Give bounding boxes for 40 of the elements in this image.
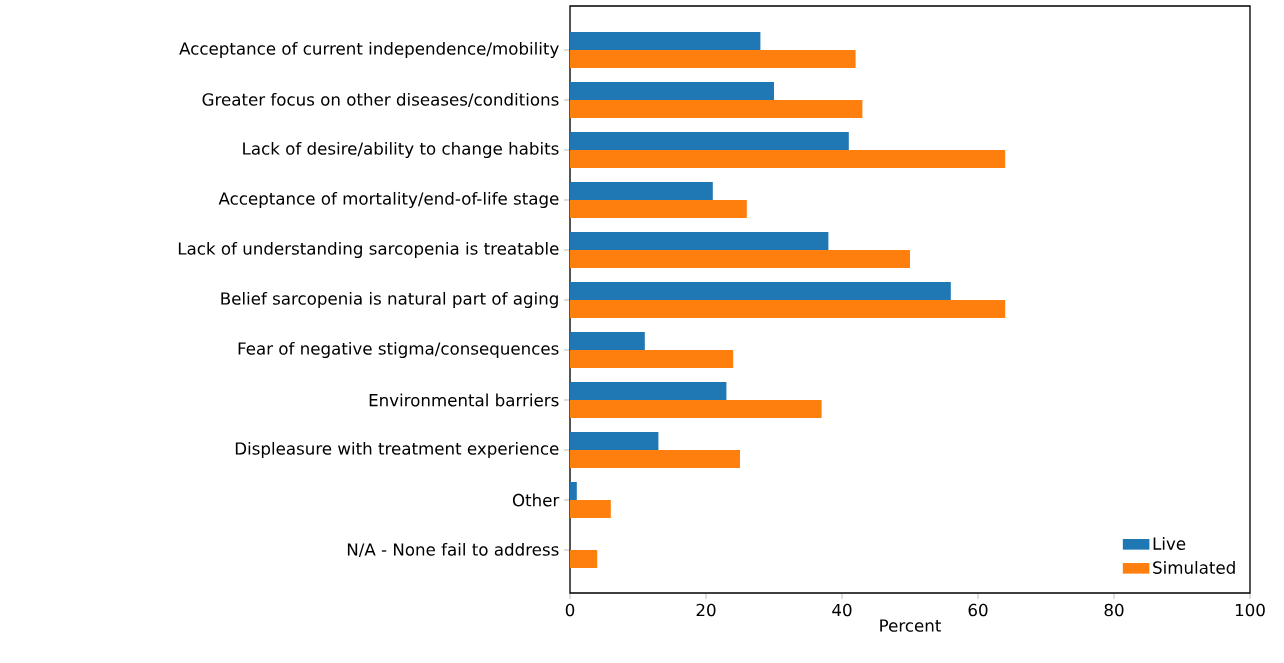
bar: [570, 32, 761, 50]
y-tick-label: Lack of desire/ability to change habits: [243, 141, 559, 159]
bar: [570, 432, 659, 450]
bar: [570, 100, 863, 118]
bar: [570, 50, 856, 68]
bar: [570, 499, 611, 518]
bar: [570, 199, 747, 218]
y-tick-label: Environmental barriers: [369, 393, 559, 407]
x-axis-title: Percent: [880, 619, 941, 632]
bar: [570, 150, 1006, 168]
bar: [570, 331, 645, 350]
y-tick-label: Lack of understanding sarcopenia is treatable: [178, 241, 559, 259]
legend-label: Simulated: [1153, 560, 1235, 574]
bar: [570, 381, 727, 400]
x-tick-label: 20: [696, 603, 716, 617]
y-tick-label: Belief sarcopenia is natural part of aging: [221, 291, 558, 309]
bar: [570, 300, 1006, 318]
y-tick-label: Acceptance of current independence/mobility: [179, 41, 559, 59]
x-tick-label: 60: [968, 603, 988, 617]
y-tick-label: N/A - None fail to address: [347, 542, 559, 558]
bar: [570, 181, 713, 200]
x-tick-label: 80: [1104, 603, 1124, 617]
bar: [570, 349, 734, 368]
bar: [570, 549, 598, 568]
legend-label: Live: [1153, 536, 1186, 550]
x-tick-label: 0: [565, 603, 575, 617]
bar: [570, 232, 829, 250]
bar: [570, 82, 775, 100]
y-tick-label: Displeasure with treatment experience: [235, 441, 559, 459]
bar: [570, 399, 822, 418]
x-tick-label: 40: [832, 603, 852, 617]
bar: [570, 132, 849, 150]
y-tick-label: Acceptance of mortality/end-of-life stage: [218, 191, 559, 209]
x-tick-label: 100: [1235, 603, 1265, 617]
bar: [570, 250, 911, 268]
y-tick-label: Fear of negative stigma/consequences: [238, 341, 559, 359]
bar: [570, 282, 951, 300]
y-tick-label: Greater focus on other diseases/conditions: [202, 92, 559, 108]
y-tick-label: Other: [512, 493, 560, 507]
bar: [570, 450, 740, 468]
